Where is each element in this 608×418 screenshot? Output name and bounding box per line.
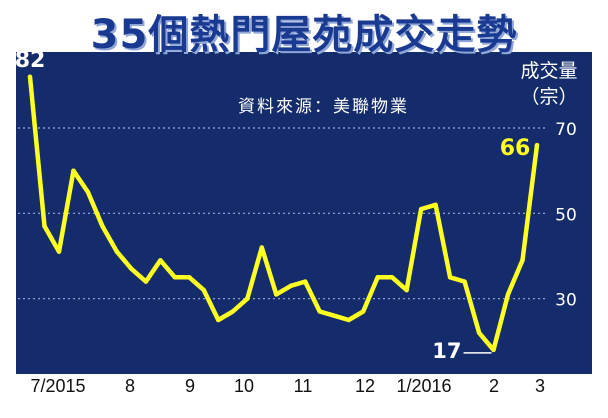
data-point — [303, 279, 308, 284]
data-point — [476, 330, 482, 335]
data-point — [42, 223, 47, 229]
data-point — [158, 258, 163, 263]
y-axis-label: 成交量 （宗） — [504, 58, 594, 110]
data-point — [317, 309, 322, 314]
x-tick-label: 8 — [125, 376, 135, 396]
data-point — [114, 249, 120, 254]
x-axis-bar — [16, 374, 592, 396]
data-point — [201, 287, 207, 293]
data-point — [404, 287, 409, 293]
x-tick-label: 9 — [185, 376, 195, 396]
data-point — [230, 309, 235, 314]
x-tick-label: 10 — [234, 376, 254, 396]
data-point — [187, 275, 192, 280]
data-point — [245, 296, 250, 301]
data-point — [216, 317, 221, 323]
data-point — [360, 309, 366, 314]
x-tick-label: 1/2016 — [396, 376, 451, 396]
chart-title: 35個熱門屋苑成交走勢 — [90, 12, 518, 58]
y-tick-label: 50 — [555, 205, 577, 225]
y-tick-label: 30 — [555, 291, 577, 311]
y-axis-label-line1: 成交量 — [520, 60, 578, 82]
x-tick-label: 12 — [355, 376, 375, 396]
data-point — [143, 279, 149, 284]
data-point — [129, 266, 134, 271]
x-tick-label: 7/2015 — [30, 376, 85, 396]
data-label: 17 — [432, 339, 461, 363]
data-point — [462, 279, 467, 284]
data-point — [447, 275, 453, 280]
data-point — [332, 313, 337, 318]
data-point — [389, 275, 395, 280]
x-tick-label: 3 — [535, 376, 545, 396]
data-point — [288, 283, 293, 289]
data-point — [433, 202, 438, 207]
x-tick-label: 11 — [294, 376, 313, 396]
y-tick-label: 70 — [555, 120, 577, 140]
data-point — [259, 245, 264, 250]
data-point — [100, 223, 105, 229]
source-note: 資料來源：美聯物業 — [238, 97, 409, 117]
data-point — [491, 347, 496, 353]
data-point — [418, 206, 424, 212]
data-point — [56, 249, 62, 254]
y-axis-label-line2: （宗） — [520, 86, 578, 108]
x-tick-label: 2 — [489, 376, 499, 396]
data-point — [71, 168, 76, 173]
data-point — [172, 275, 178, 280]
series-line — [27, 74, 540, 353]
data-point — [375, 275, 380, 280]
data-point — [346, 317, 351, 323]
data-point — [505, 292, 511, 297]
data-point — [520, 258, 525, 263]
data-point — [85, 189, 91, 195]
data-label: 82 — [15, 48, 46, 73]
data-point — [27, 74, 33, 80]
data-point — [274, 292, 279, 297]
data-label: 66 — [500, 136, 531, 161]
data-point — [534, 142, 540, 148]
